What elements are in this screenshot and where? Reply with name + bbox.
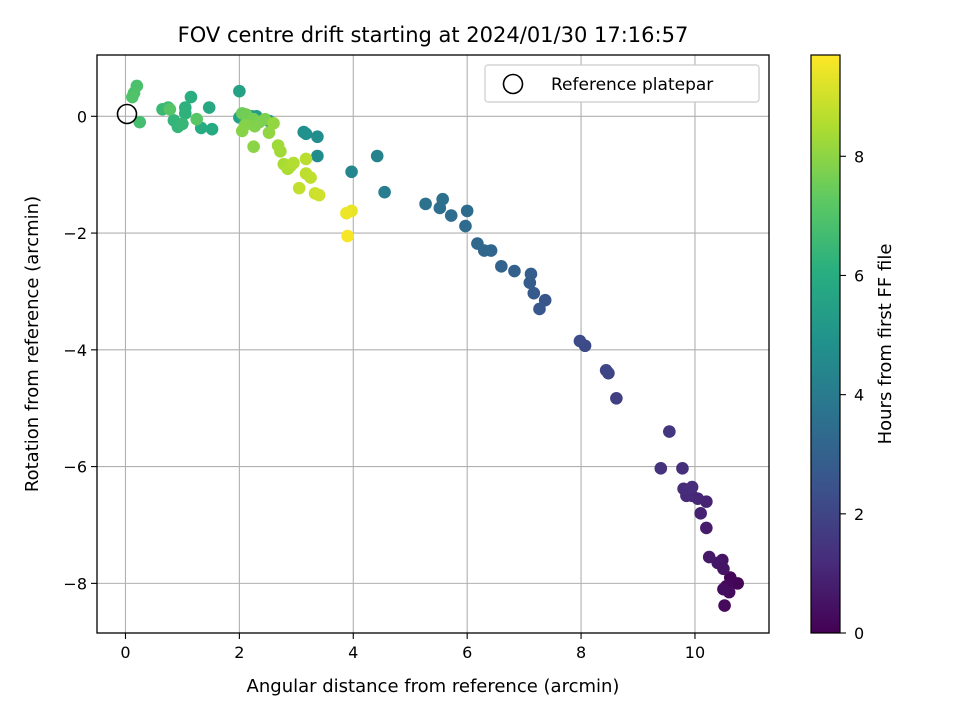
x-tick-label: 4 [348, 643, 358, 662]
scatter-point [233, 84, 246, 98]
scatter-point [676, 462, 689, 475]
scatter-point [341, 229, 354, 243]
scatter-point [299, 127, 313, 141]
y-tick-label: −8 [63, 574, 87, 593]
y-axis-label: Rotation from reference (arcmin) [22, 196, 43, 492]
scatter-point [247, 140, 260, 153]
colorbar-ticks: 0 2 4 6 8 [840, 147, 864, 643]
reference-platepar-marker [116, 103, 138, 125]
colorbar-label: Hours from first FF file [875, 244, 896, 445]
scatter-point [133, 115, 147, 129]
y-tick-label: −2 [63, 224, 87, 243]
scatter-point [533, 302, 546, 316]
scatter-point [178, 107, 192, 120]
scatter-point [718, 599, 731, 612]
scatter-point [444, 209, 458, 222]
y-tick-label: 0 [77, 107, 87, 126]
scatter-point [312, 188, 326, 202]
scatter-point [378, 185, 391, 199]
scatter-point [299, 152, 313, 166]
scatter-point [436, 192, 449, 206]
colorbar-tick-label: 4 [854, 386, 864, 405]
scatter-point [702, 550, 716, 564]
scatter-point [599, 363, 613, 377]
scatter-point [370, 149, 384, 163]
scatter-point [471, 237, 484, 250]
scatter-point [717, 582, 730, 596]
legend: Reference platepar [484, 64, 760, 103]
scatter-point [340, 206, 353, 220]
plot-area-frame [96, 54, 770, 634]
scatter-point [654, 462, 668, 475]
scatter-point [274, 145, 287, 158]
scatter-point [163, 102, 177, 116]
scatter-point [524, 267, 538, 281]
scatter-point [419, 197, 432, 211]
scatter-point [311, 130, 324, 144]
x-tick-label: 2 [234, 643, 244, 662]
scatter-point [235, 124, 249, 138]
scatter-point [459, 219, 472, 233]
y-tick-label: −4 [63, 341, 87, 360]
scatter-point [573, 334, 587, 348]
scatter-point [292, 181, 306, 195]
y-tick-label: −6 [63, 458, 87, 477]
scatter-point [176, 117, 189, 131]
chart-title: FOV centre drift starting at 2024/01/30 … [178, 23, 689, 47]
scatter-point [460, 204, 474, 218]
scatter-point [717, 562, 730, 576]
colorbar-tick-label: 8 [854, 147, 864, 166]
colorbar-tick-label: 6 [854, 266, 864, 285]
x-tick-label: 8 [576, 643, 586, 662]
scatter-point [694, 507, 707, 520]
scatter-point [202, 101, 216, 114]
x-tick-label: 6 [462, 643, 472, 662]
grid-lines [97, 55, 769, 633]
scatter-point [508, 264, 521, 278]
legend-label: Reference platepar [551, 75, 713, 95]
scatter-point [248, 119, 262, 133]
scatter-point [610, 391, 623, 405]
scatter-point [287, 156, 300, 170]
scatter-point [184, 90, 198, 104]
scatter-point [267, 117, 280, 130]
scatter-point [304, 171, 317, 184]
x-tick-label: 0 [120, 643, 130, 662]
scatter-point [190, 112, 203, 126]
scatter-point [205, 122, 219, 136]
colorbar-tick-label: 2 [854, 505, 864, 524]
y-axis-ticks: 0 −2 −4 −6 −8 [63, 107, 97, 593]
x-tick-label: 10 [685, 643, 705, 662]
scatter-points [126, 79, 744, 612]
scatter-point [685, 480, 699, 494]
scatter-point [345, 165, 358, 179]
legend-marker-icon [502, 73, 524, 95]
scatter-point [663, 425, 676, 438]
scatter-point [262, 126, 276, 139]
scatter-point [700, 521, 713, 535]
scatter-point [311, 149, 324, 163]
colorbar [810, 54, 841, 634]
legend-box [484, 64, 760, 103]
x-axis-ticks: 0 2 4 6 8 10 [120, 633, 705, 662]
scatter-point [495, 260, 508, 273]
colorbar-tick-label: 0 [854, 624, 864, 643]
scatter-point [126, 90, 139, 104]
x-axis-label: Angular distance from reference (arcmin) [247, 676, 620, 697]
scatter-point [527, 286, 541, 300]
